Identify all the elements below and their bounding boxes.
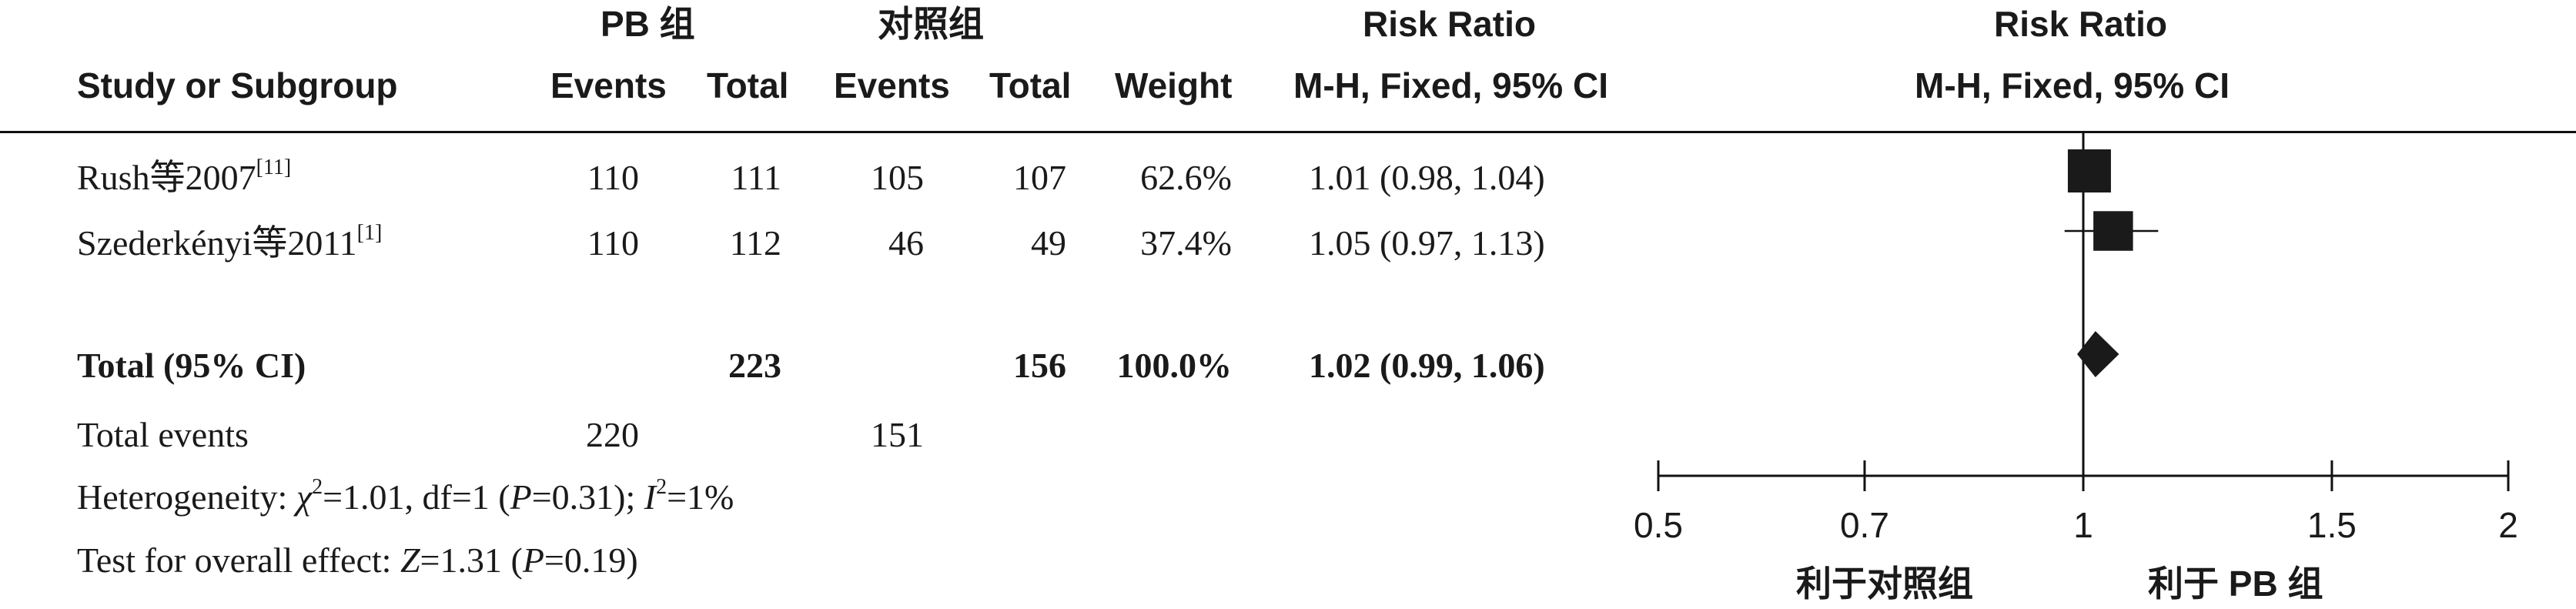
total-events1: 220	[586, 415, 639, 454]
total-weight: 100.0%	[1116, 346, 1233, 385]
study-name: Rush等2007[11]	[77, 156, 292, 197]
total-ci: 1.02 (0.99, 1.06)	[1309, 346, 1545, 385]
total-total2: 156	[1013, 346, 1066, 385]
study-total2: 49	[1031, 223, 1066, 263]
favors-control-label: 利于对照组	[1796, 564, 1973, 604]
events2-header: Events	[834, 65, 950, 105]
study-name: Szederkényi等2011[1]	[77, 221, 383, 263]
favors-pb-label: 利于 PB 组	[2148, 564, 2323, 604]
study-events1: 110	[587, 223, 639, 263]
x-tick-label: 1	[2073, 505, 2093, 545]
x-tick-label: 2	[2498, 505, 2518, 545]
pooled-diamond	[2076, 331, 2119, 377]
heterogeneity-text: Heterogeneity: χ2=1.01, df=1 (P=0.31); I…	[77, 475, 734, 517]
study-weight: 37.4%	[1140, 223, 1232, 263]
x-tick-label: 0.5	[1634, 505, 1683, 545]
rr-method: M-H, Fixed, 95% CI	[1293, 65, 1608, 105]
study-ci: 1.01 (0.98, 1.04)	[1309, 158, 1545, 197]
study-events1: 110	[587, 158, 639, 197]
study-events2: 46	[888, 223, 924, 263]
total2-header: Total	[989, 65, 1072, 105]
plot-method: M-H, Fixed, 95% CI	[1915, 65, 2230, 105]
rr-title: Risk Ratio	[1363, 4, 1536, 44]
study-total2: 107	[1013, 158, 1066, 197]
total-events2: 151	[871, 415, 924, 454]
study-weight: 62.6%	[1140, 158, 1232, 197]
study-col-header: Study or Subgroup	[77, 65, 398, 105]
group1-header: PB 组	[601, 4, 695, 44]
study-ci: 1.05 (0.97, 1.13)	[1309, 223, 1545, 263]
study-total1: 112	[729, 223, 781, 263]
total-label: Total (95% CI)	[77, 346, 306, 385]
events1-header: Events	[550, 65, 667, 105]
total-total1: 223	[728, 346, 781, 385]
header-rule	[0, 131, 2576, 133]
overall-effect-text: Test for overall effect: Z=1.31 (P=0.19)	[77, 540, 638, 580]
study-total1: 111	[731, 158, 781, 197]
weight-header: Weight	[1115, 65, 1233, 105]
study-point-square	[2067, 149, 2111, 192]
group2-header: 对照组	[878, 4, 984, 44]
x-tick-label: 0.7	[1840, 505, 1889, 545]
total1-header: Total	[707, 65, 789, 105]
total-events-label: Total events	[77, 415, 249, 454]
plot-title: Risk Ratio	[1994, 4, 2167, 44]
study-events2: 105	[871, 158, 924, 197]
study-point-square	[2093, 211, 2133, 251]
x-tick-label: 1.5	[2307, 505, 2357, 545]
